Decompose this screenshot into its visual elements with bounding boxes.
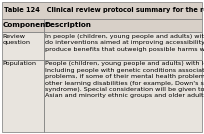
Bar [44, 18, 202, 32]
Bar [44, 32, 202, 59]
Bar [2, 59, 44, 132]
Text: Description: Description [45, 22, 92, 28]
Bar [2, 18, 44, 32]
Text: In people (children, young people and adults) with lea
do interventions aimed at: In people (children, young people and ad… [45, 34, 204, 52]
Text: People (children, young people and adults) with learni
Including people with gen: People (children, young people and adult… [45, 61, 204, 98]
Bar [2, 32, 44, 59]
Text: Table 124   Clinical review protocol summary for the review: Table 124 Clinical review protocol summa… [4, 7, 204, 13]
Text: Review
question: Review question [3, 34, 31, 45]
Text: Component: Component [3, 22, 50, 28]
Text: Population: Population [3, 61, 37, 66]
Bar [44, 59, 202, 132]
Bar [2, 2, 202, 18]
